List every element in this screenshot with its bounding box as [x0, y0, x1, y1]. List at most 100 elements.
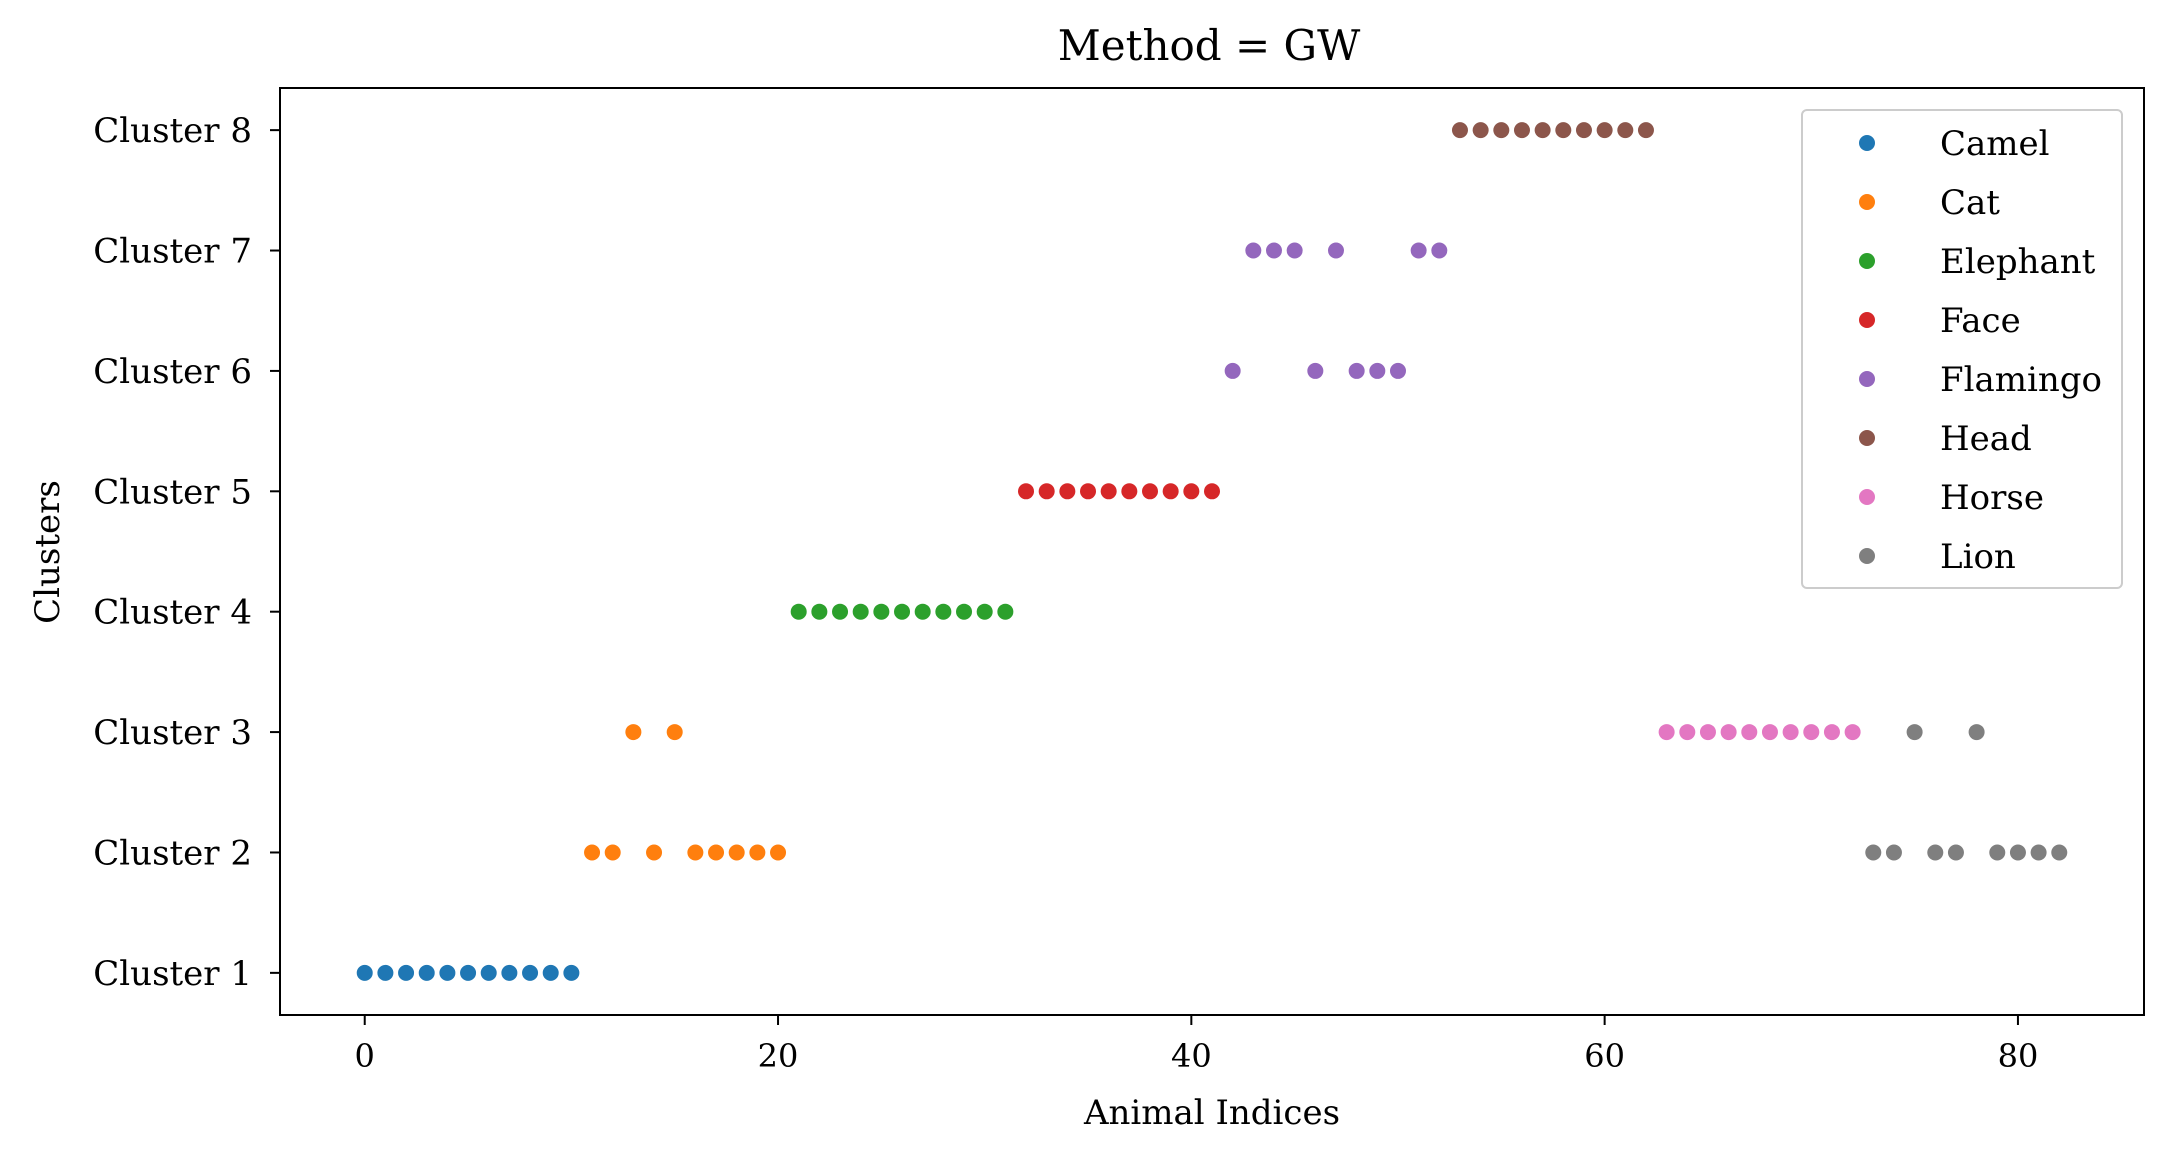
data-point-head — [1493, 122, 1510, 139]
legend-marker-flamingo — [1859, 371, 1875, 387]
data-point-head — [1451, 122, 1468, 139]
data-point-camel — [398, 964, 415, 981]
data-point-camel — [563, 964, 580, 981]
data-point-lion — [2051, 844, 2068, 861]
data-point-head — [1617, 122, 1634, 139]
legend: Camel Cat Elephant Face Flamingo Head Horse Lio… — [1801, 109, 2123, 589]
data-point-lion — [1885, 844, 1902, 861]
data-point-horse — [1699, 724, 1716, 741]
data-point-cat — [666, 724, 683, 741]
data-point-face — [1162, 483, 1179, 500]
data-point-camel — [522, 964, 539, 981]
data-point-elephant — [935, 603, 952, 620]
data-point-horse — [1803, 724, 1820, 741]
data-points — [356, 122, 2068, 981]
y-tick-label: Cluster 1 — [93, 954, 252, 994]
data-point-elephant — [832, 603, 849, 620]
data-point-cat — [604, 844, 621, 861]
data-point-horse — [1679, 724, 1696, 741]
data-point-flamingo — [1286, 242, 1303, 259]
data-point-head — [1637, 122, 1654, 139]
data-point-cat — [687, 844, 704, 861]
data-point-elephant — [852, 603, 869, 620]
data-point-lion — [1927, 844, 1944, 861]
x-tick-label: 0 — [355, 1037, 375, 1075]
data-point-horse — [1720, 724, 1737, 741]
legend-marker-horse — [1859, 489, 1875, 505]
legend-label: Face — [1940, 301, 2021, 341]
data-point-cat — [728, 844, 745, 861]
data-point-flamingo — [1389, 362, 1406, 379]
data-point-head — [1513, 122, 1530, 139]
data-point-flamingo — [1245, 242, 1262, 259]
data-point-cat — [749, 844, 766, 861]
y-tick-label: Cluster 7 — [93, 232, 252, 272]
x-tick-label: 60 — [1584, 1037, 1625, 1075]
x-axis-ticks: 0 20 40 60 80 — [355, 1015, 2038, 1075]
legend-marker-face — [1859, 312, 1875, 328]
data-point-cat — [646, 844, 663, 861]
data-point-camel — [542, 964, 559, 981]
legend-frame — [1801, 109, 2123, 589]
data-point-lion — [1947, 844, 1964, 861]
legend-marker-camel — [1859, 135, 1875, 151]
data-point-face — [1121, 483, 1138, 500]
x-tick-label: 40 — [1171, 1037, 1212, 1075]
data-point-head — [1534, 122, 1551, 139]
data-point-face — [1204, 483, 1220, 500]
data-point-flamingo — [1410, 242, 1427, 259]
data-point-elephant — [997, 603, 1014, 620]
y-tick-label: Cluster 4 — [93, 593, 252, 633]
data-point-camel — [418, 964, 435, 981]
data-point-elephant — [894, 603, 911, 620]
data-point-lion — [2030, 844, 2047, 861]
data-point-head — [1472, 122, 1489, 139]
legend-marker-elephant — [1859, 253, 1875, 269]
data-point-camel — [460, 964, 477, 981]
data-point-cat — [625, 724, 642, 741]
data-point-face — [1038, 483, 1055, 500]
data-point-elephant — [976, 603, 993, 620]
data-point-face — [1080, 483, 1097, 500]
y-tick-label: Cluster 3 — [93, 713, 252, 753]
data-point-lion — [1865, 844, 1882, 861]
data-point-horse — [1823, 724, 1840, 741]
plot-frame — [279, 87, 2145, 1016]
legend-marker-head — [1859, 430, 1875, 446]
data-point-face — [1142, 483, 1159, 500]
y-axis-ticks: Cluster 1 Cluster 2 Cluster 3 Cluster 4 Clus… — [93, 111, 280, 994]
data-point-flamingo — [1265, 242, 1282, 259]
data-point-cat — [584, 844, 601, 861]
legend-label: Lion — [1940, 537, 2016, 577]
data-point-head — [1555, 122, 1572, 139]
y-tick-label: Cluster 8 — [93, 111, 252, 151]
data-point-horse — [1658, 724, 1675, 741]
legend-marker-lion — [1859, 548, 1875, 564]
data-point-flamingo — [1369, 362, 1386, 379]
legend-label: Horse — [1940, 478, 2044, 518]
data-point-camel — [377, 964, 394, 981]
x-axis-label: Animal Indices — [1083, 1093, 1340, 1133]
data-point-horse — [1782, 724, 1799, 741]
data-point-face — [1100, 483, 1117, 500]
data-point-horse — [1761, 724, 1778, 741]
data-point-camel — [439, 964, 456, 981]
data-point-flamingo — [1307, 362, 1324, 379]
data-point-camel — [501, 964, 518, 981]
data-point-flamingo — [1224, 362, 1241, 379]
y-tick-label: Cluster 5 — [93, 472, 252, 512]
chart-title: Method = GW — [1058, 21, 1361, 70]
data-point-lion — [1989, 844, 2006, 861]
x-tick-label: 20 — [758, 1037, 799, 1075]
data-point-flamingo — [1348, 362, 1365, 379]
y-tick-label: Cluster 6 — [93, 352, 252, 392]
data-point-elephant — [873, 603, 890, 620]
data-point-face — [1018, 483, 1035, 500]
data-point-face — [1183, 483, 1200, 500]
legend-marker-cat — [1859, 194, 1875, 210]
legend-label: Elephant — [1940, 242, 2096, 282]
data-point-lion — [1968, 724, 1985, 741]
data-point-lion — [1906, 724, 1923, 741]
data-point-elephant — [956, 603, 973, 620]
